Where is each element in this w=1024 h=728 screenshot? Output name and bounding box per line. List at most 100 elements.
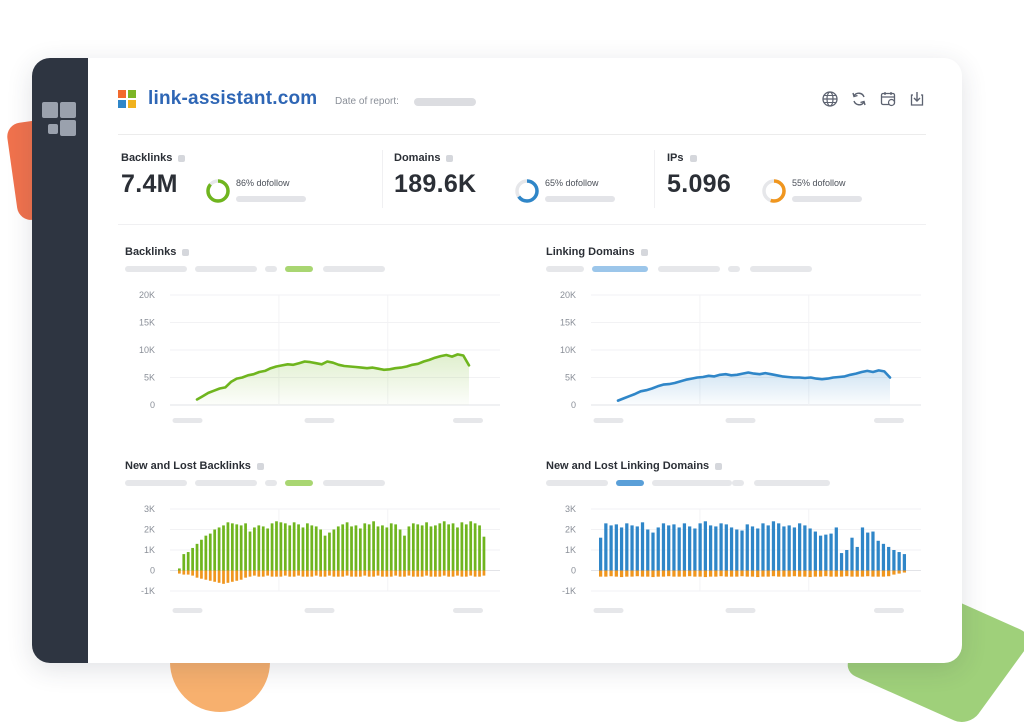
legend-item[interactable] [658, 266, 720, 272]
legend-item[interactable] [323, 266, 385, 272]
y-tick-label: 3K [144, 504, 155, 514]
bar-lost [208, 570, 212, 581]
legend-item-active[interactable] [592, 266, 648, 272]
legend-item[interactable] [265, 266, 277, 272]
legend-item[interactable] [125, 266, 187, 272]
bar-lost [719, 570, 723, 577]
bar-new [887, 546, 891, 571]
bar-new [771, 521, 776, 571]
legend-item-active[interactable] [285, 266, 313, 272]
y-tick-label: 15K [560, 318, 576, 328]
date-placeholder [414, 98, 476, 106]
stat-value: 7.4M [121, 170, 178, 198]
legend-item[interactable] [754, 480, 830, 486]
info-icon[interactable] [182, 248, 190, 256]
bar-new [367, 524, 371, 571]
x-tick-placeholder [304, 608, 335, 613]
refresh-icon[interactable] [850, 90, 868, 108]
bar-lost [332, 570, 336, 577]
bar-new [407, 526, 411, 571]
bar-lost [200, 570, 203, 579]
bar-new [614, 524, 618, 571]
stat-title: Domains [394, 152, 441, 164]
bar-new [792, 527, 797, 571]
linking-domains-chart: Linking Domains 20K 15K 10K 5K 0 [546, 246, 926, 446]
bar-new [729, 527, 734, 571]
legend-item[interactable] [652, 480, 732, 486]
legend-item[interactable] [732, 480, 744, 486]
legend-item[interactable] [750, 266, 812, 272]
legend-item-active[interactable] [285, 480, 313, 486]
stat-value: 189.6K [394, 170, 477, 198]
info-icon[interactable] [715, 462, 723, 470]
legend-item[interactable] [125, 480, 187, 486]
y-tick-label: 2K [565, 525, 576, 535]
bar-new [855, 546, 859, 571]
info-icon[interactable] [446, 154, 454, 162]
bar-lost [892, 570, 896, 575]
bar-new [394, 524, 398, 571]
bar-lost [473, 570, 477, 577]
bar-new [604, 523, 608, 571]
info-icon[interactable] [689, 154, 697, 162]
info-icon[interactable] [178, 154, 186, 162]
bar-new [630, 525, 634, 571]
dofollow-label: 65% dofollow [545, 178, 599, 188]
calendar-icon[interactable] [879, 90, 897, 108]
globe-icon[interactable] [821, 90, 839, 108]
y-tick-label: 0 [571, 400, 576, 410]
bar-lost [661, 570, 666, 577]
bar-new [429, 526, 433, 571]
bar-lost [230, 570, 234, 582]
bar-lost [451, 570, 455, 577]
legend-item[interactable] [265, 480, 277, 486]
bar-new [328, 532, 331, 571]
y-tick-label: 10K [139, 345, 155, 355]
dashboard-card: link-assistant.com Date of report: Backl… [32, 58, 962, 663]
legend-item[interactable] [546, 266, 584, 272]
bar-new [661, 523, 666, 571]
bar-new [724, 524, 728, 571]
bar-lost [771, 570, 776, 577]
report-header: link-assistant.com Date of report: [118, 88, 926, 135]
bar-lost [420, 570, 424, 577]
x-tick-placeholder [453, 608, 483, 613]
y-tick-label: 0 [150, 400, 155, 410]
legend-item-active[interactable] [616, 480, 644, 486]
bar-lost [682, 570, 687, 577]
bar-lost [178, 570, 181, 574]
bar-new [182, 554, 186, 571]
bar-lost [288, 570, 292, 577]
legend-item[interactable] [195, 480, 257, 486]
info-icon[interactable] [256, 462, 264, 470]
y-tick-label: 1K [144, 545, 155, 555]
legend-item[interactable] [195, 266, 257, 272]
bar-lost [460, 570, 464, 577]
x-tick-placeholder [593, 608, 624, 613]
bar-lost [897, 570, 901, 574]
legend-item[interactable] [728, 266, 740, 272]
legend-item[interactable] [546, 480, 608, 486]
bar-lost [416, 570, 420, 577]
legend-item[interactable] [323, 480, 385, 486]
bar-lost [766, 570, 770, 577]
bar-new [345, 522, 349, 571]
bar-new [200, 539, 203, 571]
info-icon[interactable] [640, 248, 648, 256]
new-lost-linking-domains-bar-chart: 3K 2K 1K 0 -1K [562, 504, 921, 613]
bar-new [787, 525, 791, 571]
bar-new [217, 527, 221, 571]
app-logo-icon[interactable] [42, 102, 78, 138]
bar-lost [434, 570, 437, 577]
bar-lost [855, 570, 859, 577]
bar-lost [279, 570, 283, 577]
bar-new [693, 528, 697, 571]
bar-new [204, 535, 208, 571]
donut-fill [515, 179, 539, 203]
new-lost-linking-domains-chart: New and Lost Linking Domains 3K 2K 1K 0 -1K [546, 460, 926, 660]
chart-title: New and Lost Backlinks [125, 460, 251, 472]
download-icon[interactable] [908, 90, 926, 108]
bar-new [646, 529, 650, 571]
bar-lost [740, 570, 744, 577]
bar-lost [257, 570, 261, 577]
